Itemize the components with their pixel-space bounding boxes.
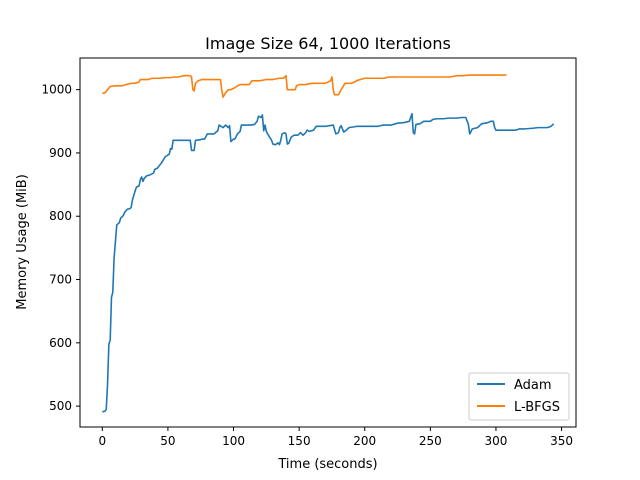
series-line-lbfgs xyxy=(102,74,507,99)
x-tick-label: 0 xyxy=(98,434,106,448)
chart-title: Image Size 64, 1000 Iterations xyxy=(205,34,451,53)
x-tick-label: 300 xyxy=(485,434,508,448)
y-tick-label: 500 xyxy=(49,399,72,413)
y-tick-label: 1000 xyxy=(41,83,72,97)
x-tick-label: 150 xyxy=(288,434,311,448)
y-axis: 500 600 700 800 900 1000 xyxy=(41,83,80,413)
x-tick-label: 250 xyxy=(419,434,442,448)
series-line-adam xyxy=(102,112,555,413)
x-axis: 0 50 100 150 200 250 300 350 xyxy=(98,427,573,448)
y-tick-label: 600 xyxy=(49,336,72,350)
y-axis-label: Memory Usage (MiB) xyxy=(15,174,30,310)
legend: Adam L-BFGS xyxy=(468,372,570,421)
y-tick-label: 900 xyxy=(49,146,72,160)
legend-label-lbfgs: L-BFGS xyxy=(514,400,560,415)
legend-label-adam: Adam xyxy=(514,378,552,393)
x-tick-label: 100 xyxy=(222,434,245,448)
series-layer xyxy=(102,74,555,413)
x-tick-label: 350 xyxy=(550,434,573,448)
y-tick-label: 800 xyxy=(49,209,72,223)
plot-area-frame xyxy=(79,57,577,428)
x-axis-label: Time (seconds) xyxy=(277,457,377,472)
x-tick-label: 50 xyxy=(160,434,175,448)
y-tick-label: 700 xyxy=(49,273,72,287)
x-tick-label: 200 xyxy=(353,434,376,448)
